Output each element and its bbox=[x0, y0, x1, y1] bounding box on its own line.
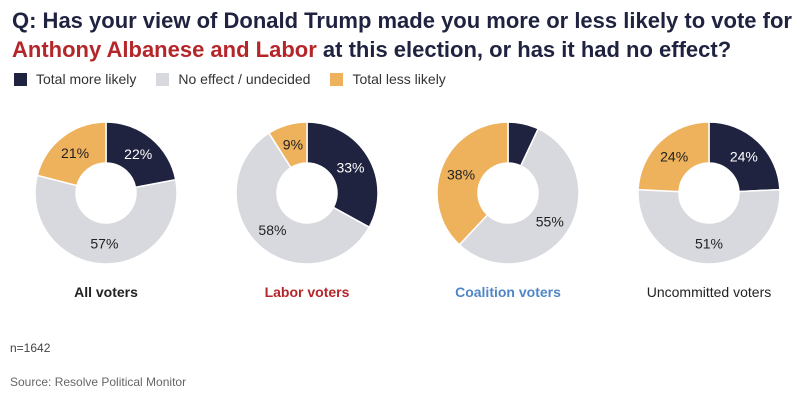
legend-swatch-less-likely bbox=[330, 72, 344, 86]
chart-label: Labor voters bbox=[265, 284, 350, 300]
legend-swatch-no-effect bbox=[156, 72, 170, 86]
legend: Total more likely No effect / undecided … bbox=[14, 71, 466, 87]
slice-label-more-likely: 22% bbox=[124, 146, 152, 162]
title-highlight: Anthony Albanese and Labor bbox=[12, 37, 317, 62]
slice-less-likely bbox=[436, 121, 509, 246]
slice-less-likely bbox=[36, 121, 107, 187]
chart-label: Coalition voters bbox=[455, 284, 561, 300]
legend-item-less-likely: Total less likely bbox=[330, 71, 446, 87]
slice-label-less-likely: 9% bbox=[283, 137, 303, 153]
slice-no-effect bbox=[637, 188, 781, 265]
legend-swatch-more-likely bbox=[14, 72, 27, 86]
slice-label-less-likely: 24% bbox=[660, 148, 688, 164]
slice-label-more-likely: 33% bbox=[336, 159, 364, 175]
title-line2: at this election, or has it had no effec… bbox=[316, 37, 732, 62]
slice-label-less-likely: 21% bbox=[61, 145, 89, 161]
chart-label: All voters bbox=[74, 284, 138, 300]
slice-no-effect bbox=[458, 127, 580, 265]
slice-label-no-effect: 51% bbox=[695, 236, 723, 252]
chart-label: Uncommitted voters bbox=[647, 284, 771, 300]
slice-label-more-likely: 24% bbox=[730, 148, 758, 164]
slice-label-less-likely: 38% bbox=[447, 166, 475, 182]
legend-item-no-effect: No effect / undecided bbox=[156, 71, 310, 87]
legend-label-less-likely: Total less likely bbox=[352, 71, 446, 87]
source-note: Source: Resolve Political Monitor bbox=[10, 375, 187, 389]
slice-less-likely bbox=[637, 121, 710, 193]
slice-no-effect bbox=[235, 132, 371, 265]
slice-more-likely bbox=[306, 121, 379, 229]
slice-label-no-effect: 55% bbox=[536, 213, 564, 229]
slice-no-effect bbox=[34, 174, 178, 265]
chart-title: Q: Has your view of Donald Trump made yo… bbox=[12, 6, 792, 64]
slice-label-no-effect: 58% bbox=[258, 222, 286, 238]
slice-less-likely bbox=[267, 121, 308, 169]
sample-size: n=1642 bbox=[10, 341, 51, 355]
slice-more-likely bbox=[708, 121, 781, 193]
legend-label-no-effect: No effect / undecided bbox=[178, 71, 311, 87]
slice-label-no-effect: 57% bbox=[90, 235, 118, 251]
legend-item-more-likely: Total more likely bbox=[14, 71, 136, 87]
title-line1: Q: Has your view of Donald Trump made yo… bbox=[12, 8, 792, 33]
legend-label-more-likely: Total more likely bbox=[36, 71, 137, 87]
